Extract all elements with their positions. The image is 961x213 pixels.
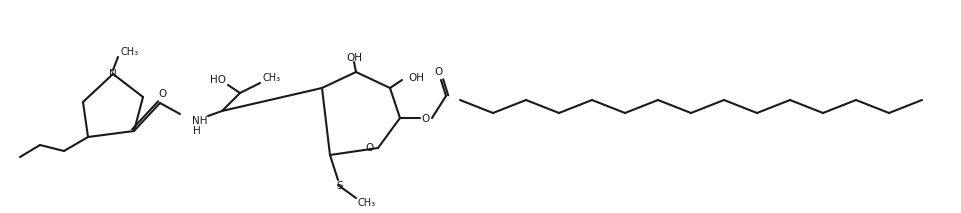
Text: OH: OH: [346, 53, 361, 63]
Text: N: N: [109, 69, 116, 79]
Text: O: O: [422, 114, 430, 124]
Text: H: H: [193, 126, 201, 136]
Text: OH: OH: [407, 73, 424, 83]
Text: O: O: [365, 143, 374, 153]
Text: NH: NH: [192, 116, 208, 126]
Text: S: S: [336, 181, 343, 191]
Text: CH₃: CH₃: [357, 198, 376, 208]
Text: CH₃: CH₃: [121, 47, 139, 57]
Text: CH₃: CH₃: [262, 73, 281, 83]
Text: HO: HO: [209, 75, 226, 85]
Text: O: O: [434, 67, 443, 77]
Text: O: O: [159, 89, 167, 99]
